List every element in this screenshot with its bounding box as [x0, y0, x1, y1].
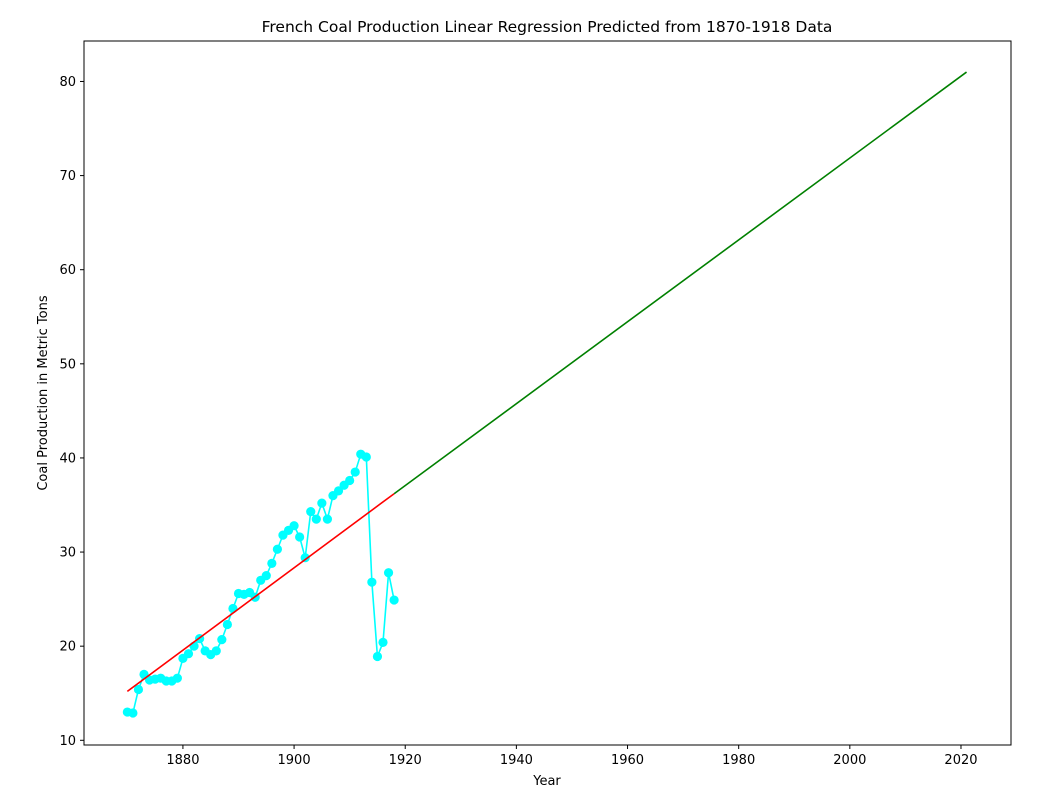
- observed-point: [267, 558, 277, 568]
- observed-point: [333, 486, 344, 496]
- observed-point: [372, 651, 383, 662]
- y-tick-label: 70: [59, 169, 76, 184]
- observed-point: [289, 521, 299, 531]
- observed-point: [211, 646, 221, 656]
- observed-point: [228, 603, 238, 614]
- observed-point: [261, 570, 271, 581]
- observed-point: [383, 568, 394, 578]
- y-tick-label: 40: [59, 451, 76, 466]
- y-tick-label: 10: [59, 734, 76, 749]
- observed-point: [350, 467, 360, 477]
- y-tick-label: 80: [59, 75, 76, 90]
- observed-point: [133, 684, 144, 695]
- observed-point: [367, 577, 377, 587]
- x-tick-label: 1920: [389, 753, 422, 768]
- observed-point: [317, 498, 327, 508]
- observed-point: [345, 475, 355, 486]
- observed-point: [389, 595, 399, 605]
- y-axis-title: Coal Production in Metric Tons: [36, 295, 51, 490]
- series-layer: [122, 71, 968, 718]
- observed-point: [300, 553, 310, 563]
- x-tick-label: 1900: [278, 753, 311, 768]
- fit-line: [126, 493, 395, 692]
- x-tick-label: 2020: [944, 753, 977, 768]
- x-axis: 1880 1900 1920 1940 1960 1980 2000 2020: [166, 745, 978, 768]
- x-tick-label: 1980: [722, 753, 755, 768]
- observed-point: [306, 506, 316, 517]
- observed-point: [217, 634, 227, 645]
- y-tick-label: 20: [59, 640, 76, 655]
- y-axis: 10 20 30 40 50 60 70 80: [59, 75, 84, 749]
- observed-point: [311, 514, 321, 524]
- observed-point: [295, 532, 305, 542]
- x-tick-label: 1940: [500, 753, 533, 768]
- plot-background: [84, 41, 1011, 745]
- chart-title: French Coal Production Linear Regression…: [262, 18, 833, 36]
- y-tick-label: 30: [59, 546, 76, 561]
- observed-point: [361, 452, 371, 462]
- x-tick-label: 1880: [166, 753, 199, 768]
- x-axis-title: Year: [532, 774, 561, 789]
- x-tick-label: 1960: [611, 753, 644, 768]
- observed-point: [222, 619, 232, 630]
- y-tick-label: 50: [59, 357, 76, 372]
- observed-point: [378, 637, 388, 648]
- prediction-line: [393, 71, 968, 495]
- observed-point: [183, 649, 194, 659]
- observed-point: [272, 544, 283, 554]
- plot-frame: [83, 40, 1012, 746]
- observed-point: [172, 673, 182, 683]
- x-tick-label: 2000: [833, 753, 866, 768]
- y-tick-label: 60: [59, 263, 76, 278]
- observed-point: [322, 514, 333, 524]
- observed-point: [128, 708, 138, 718]
- observed-point: [189, 641, 199, 651]
